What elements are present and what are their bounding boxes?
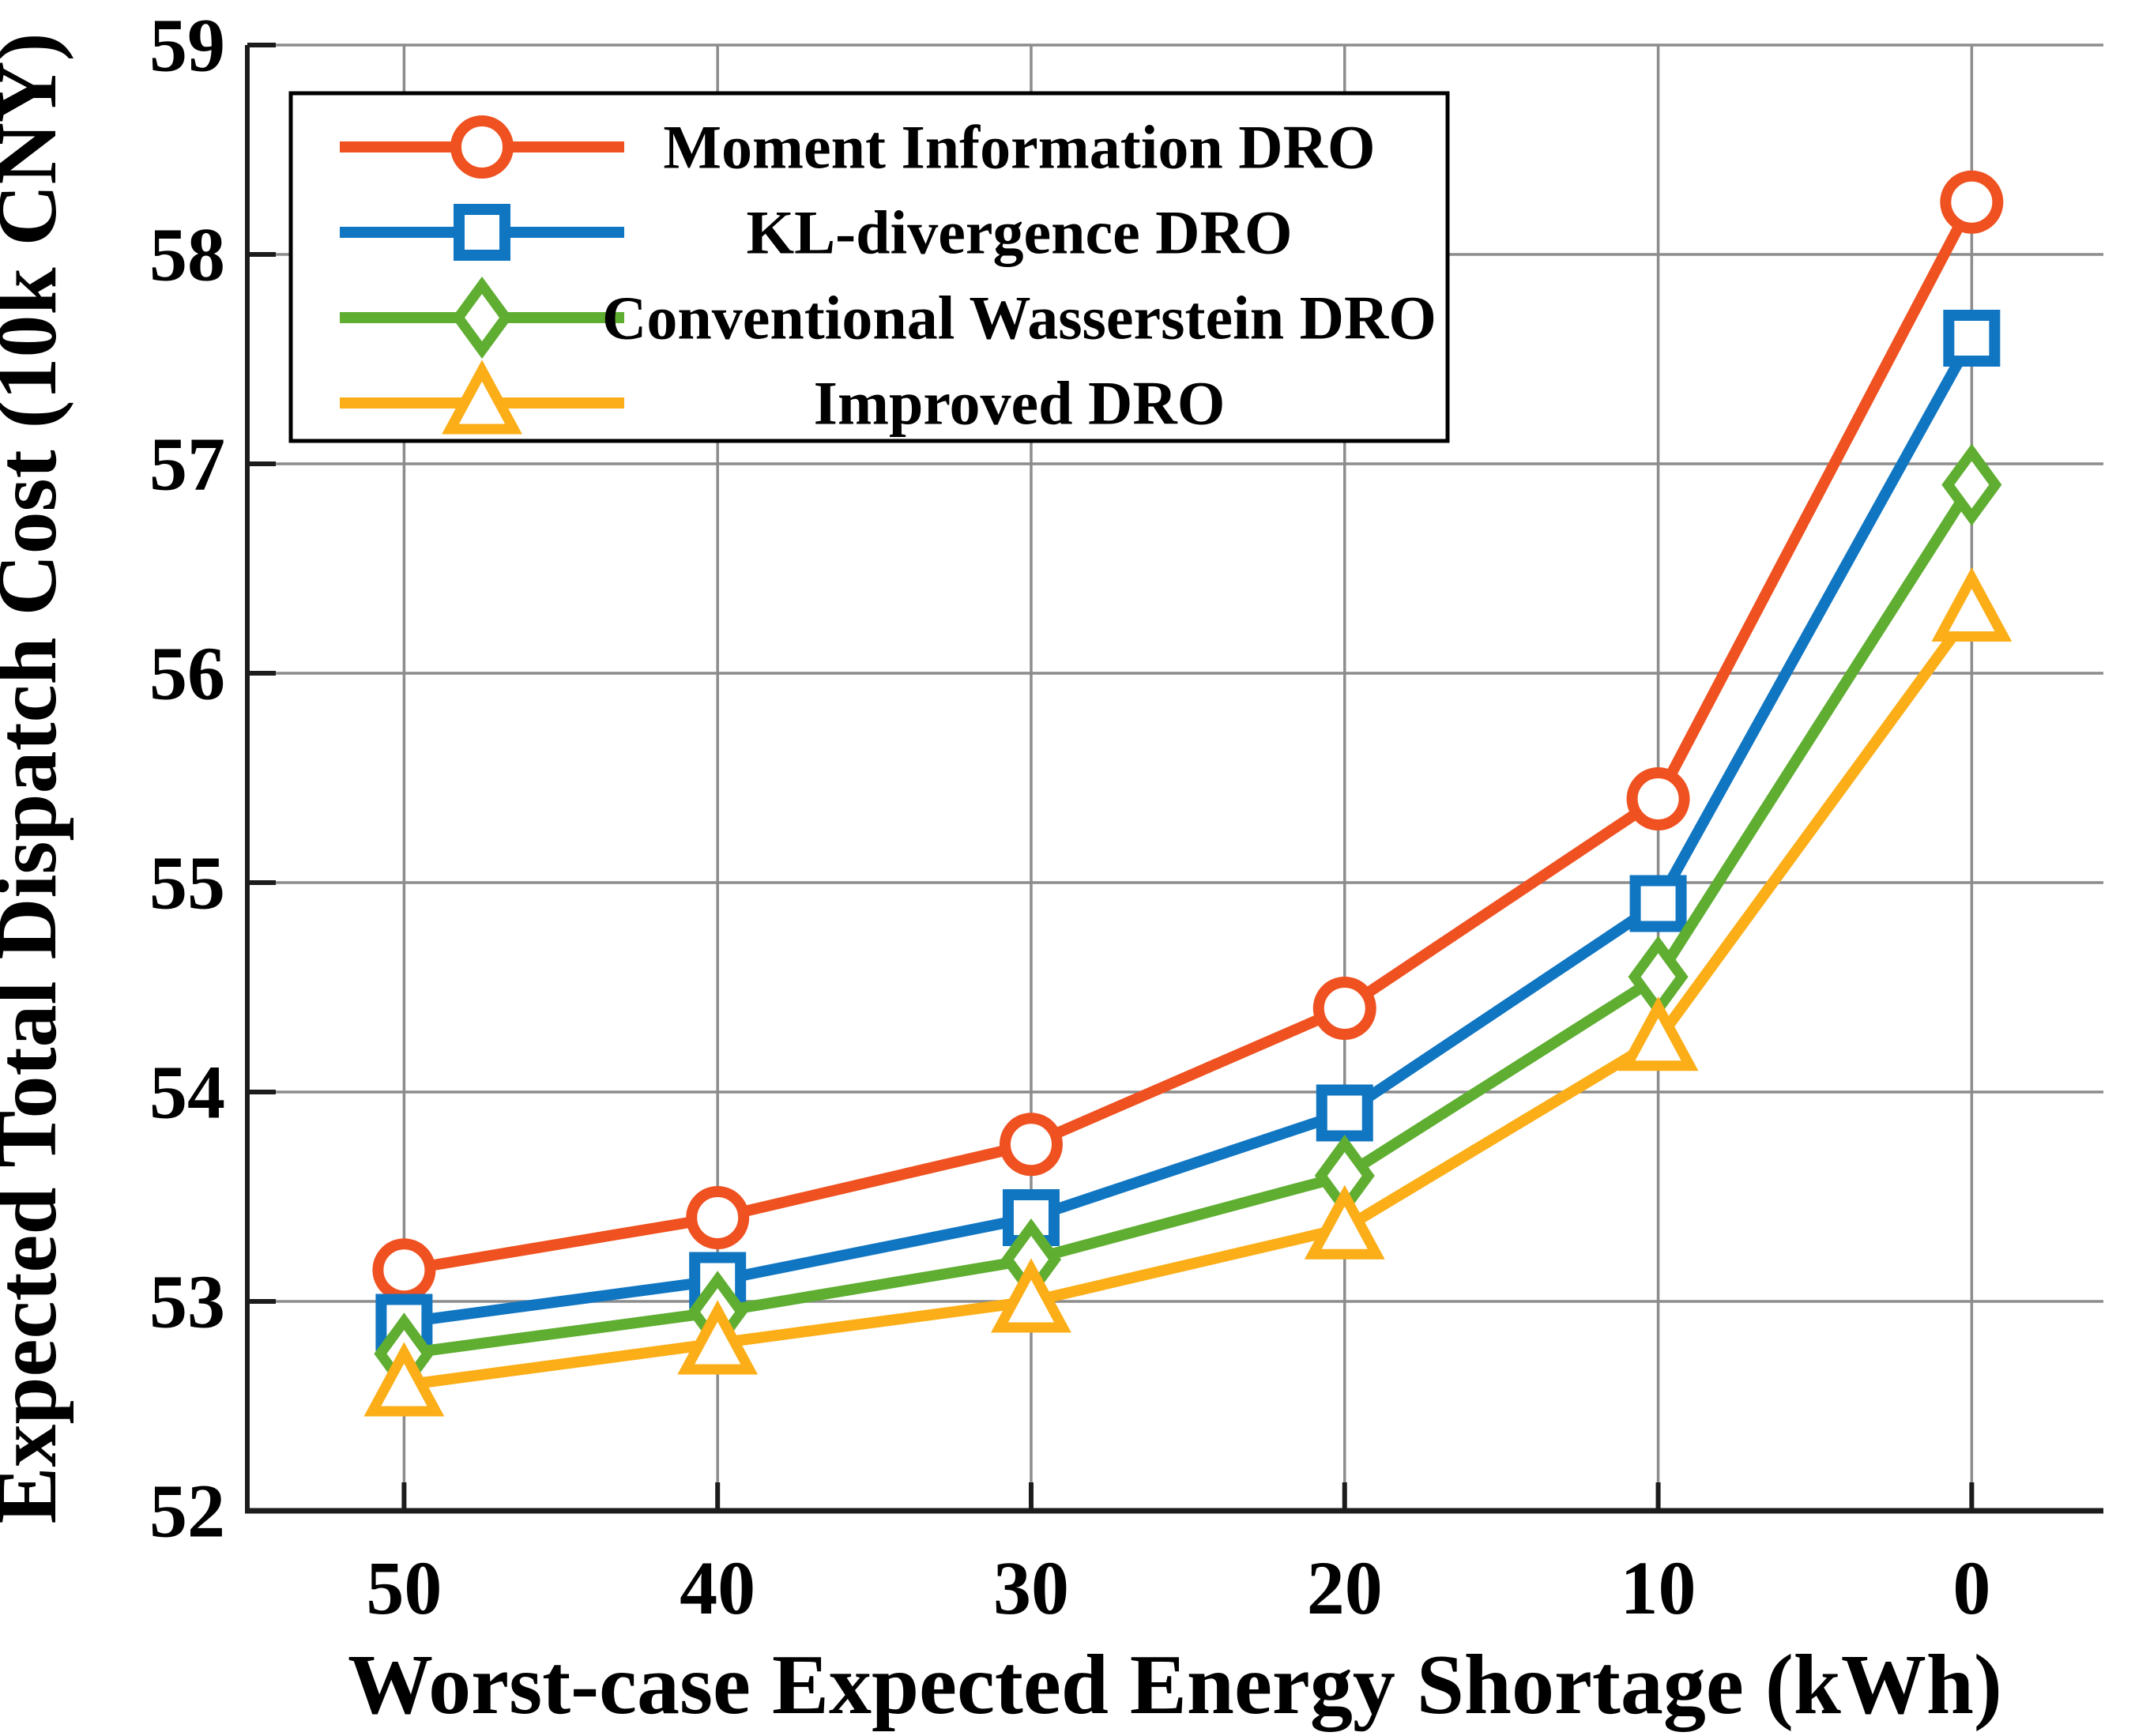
- legend-item: Conventional Wasserstein DRO: [340, 276, 1437, 360]
- series-line: [403, 335, 1977, 1328]
- legend-label: Moment Information DRO: [663, 113, 1375, 182]
- y-axis-title: Expected Total Dispatch Cost (10k CNY): [0, 32, 74, 1523]
- x-tick-label: 50: [366, 1546, 442, 1630]
- square-shape: [1629, 875, 1687, 932]
- circle-marker: [1312, 977, 1376, 1040]
- circle-marker: [999, 1113, 1063, 1177]
- y-tick-label: 59: [149, 3, 225, 88]
- triangle-shape: [1931, 567, 2013, 642]
- y-tick-label: 52: [149, 1469, 225, 1553]
- square-marker: [1943, 310, 2001, 367]
- square-shape: [1002, 1189, 1060, 1246]
- circle-shape: [1940, 170, 2004, 234]
- circle-marker: [450, 115, 514, 179]
- legend: Moment Information DRO KL-divergence DRO C…: [288, 91, 1450, 443]
- square-shape: [454, 204, 510, 261]
- triangle-marker: [991, 1258, 1071, 1333]
- triangle-marker: [1304, 1184, 1385, 1260]
- x-tick-label: 40: [680, 1546, 755, 1630]
- x-tick-label: 10: [1621, 1546, 1696, 1630]
- x-axis-title: Worst-case Expected Energy Shortage (kWh…: [348, 1638, 2002, 1732]
- square-marker: [1002, 1189, 1060, 1246]
- legend-item: Moment Information DRO: [340, 113, 1376, 182]
- circle-shape: [1312, 977, 1376, 1040]
- y-tick-label: 56: [149, 631, 225, 716]
- x-tick-label: 30: [993, 1546, 1069, 1630]
- triangle-shape: [1304, 1184, 1385, 1260]
- legend-label: Improved DRO: [814, 369, 1226, 438]
- y-tick-label: 54: [149, 1050, 225, 1135]
- square-marker: [454, 204, 510, 261]
- x-tick-label: 20: [1307, 1546, 1383, 1630]
- y-tick-label: 58: [149, 213, 225, 297]
- y-tick-label: 53: [149, 1260, 225, 1344]
- y-tick-label: 55: [149, 841, 225, 925]
- series-line: [403, 199, 1977, 1276]
- square-marker: [1316, 1084, 1373, 1142]
- data-series: [363, 170, 2013, 1417]
- circle-shape: [450, 115, 514, 179]
- triangle-shape: [442, 360, 522, 435]
- legend-item: Improved DRO: [340, 360, 1226, 438]
- diamond-marker: [1941, 443, 2002, 526]
- tick-labels: 50 40 30 20 10 0 52 53 54 55 56 57 58 59: [149, 3, 1990, 1631]
- series-circle: [372, 170, 2004, 1302]
- square-shape: [1943, 310, 2001, 367]
- triangle-shape: [991, 1258, 1071, 1333]
- triangle-marker: [1617, 996, 1699, 1071]
- circle-marker: [686, 1186, 750, 1249]
- circle-marker: [1626, 767, 1690, 830]
- triangle-shape: [1617, 996, 1699, 1071]
- square-marker: [1629, 875, 1687, 932]
- square-shape: [1316, 1084, 1373, 1142]
- series-line: [403, 481, 1977, 1360]
- triangle-marker: [1931, 567, 2013, 642]
- circle-shape: [686, 1186, 750, 1249]
- axes-spines: [245, 45, 2103, 1514]
- triangle-marker: [363, 1342, 445, 1417]
- diamond-shape: [1941, 443, 2002, 526]
- x-tick-label: 0: [1952, 1546, 1990, 1630]
- diamond-shape: [451, 276, 513, 360]
- circle-shape: [372, 1238, 436, 1302]
- circle-shape: [999, 1113, 1063, 1177]
- diamond-marker: [451, 276, 513, 360]
- legend-label: KL-divergence DRO: [746, 198, 1292, 267]
- triangle-marker: [677, 1300, 759, 1375]
- tick-marks: [247, 43, 1975, 1513]
- triangle-shape: [363, 1342, 445, 1417]
- circle-marker: [372, 1238, 436, 1302]
- circle-shape: [1626, 767, 1690, 830]
- legend-item: KL-divergence DRO: [340, 198, 1293, 267]
- legend-label: Conventional Wasserstein DRO: [602, 284, 1437, 352]
- triangle-marker: [442, 360, 522, 435]
- series-triangle: [363, 567, 2013, 1417]
- circle-marker: [1940, 170, 2004, 234]
- triangle-shape: [677, 1300, 759, 1375]
- series-line: [403, 607, 1977, 1391]
- series-diamond: [374, 443, 2002, 1395]
- y-tick-label: 57: [149, 422, 225, 506]
